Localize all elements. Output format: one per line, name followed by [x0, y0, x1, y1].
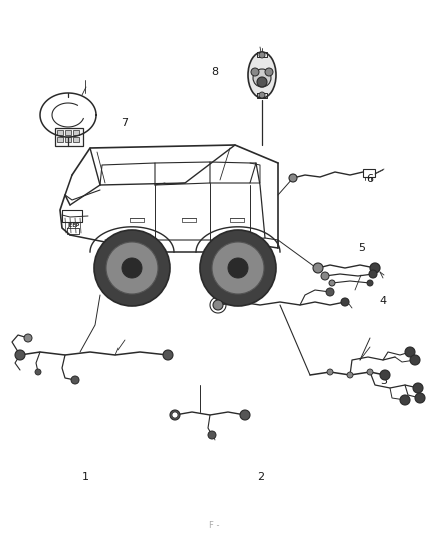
Text: 4: 4: [380, 296, 387, 306]
Circle shape: [326, 288, 334, 296]
Bar: [65, 137, 71, 142]
Circle shape: [405, 347, 415, 357]
Circle shape: [170, 410, 180, 420]
Text: 3: 3: [380, 376, 387, 386]
Circle shape: [106, 242, 158, 294]
Circle shape: [369, 270, 377, 278]
Circle shape: [212, 242, 264, 294]
Circle shape: [213, 300, 223, 310]
Circle shape: [200, 230, 276, 306]
Circle shape: [208, 431, 216, 439]
Circle shape: [265, 68, 273, 76]
Bar: [65, 130, 71, 135]
Bar: [73, 130, 79, 135]
Text: 8: 8: [211, 67, 218, 77]
Circle shape: [94, 230, 170, 306]
Circle shape: [367, 369, 373, 375]
Circle shape: [259, 52, 265, 58]
Bar: [363, 169, 375, 177]
Circle shape: [327, 369, 333, 375]
Text: 6: 6: [367, 174, 374, 183]
Text: 5: 5: [358, 243, 365, 253]
Circle shape: [410, 355, 420, 365]
Circle shape: [341, 298, 349, 306]
Circle shape: [122, 258, 142, 278]
Ellipse shape: [253, 69, 271, 87]
Bar: [55, 128, 83, 146]
Circle shape: [71, 376, 79, 384]
Text: 1: 1: [82, 472, 89, 482]
Circle shape: [289, 174, 297, 182]
Circle shape: [313, 263, 323, 273]
Circle shape: [35, 369, 41, 375]
Circle shape: [400, 395, 410, 405]
Text: JEEP: JEEP: [67, 223, 79, 229]
Circle shape: [240, 410, 250, 420]
Circle shape: [329, 280, 335, 286]
Text: 7: 7: [121, 118, 128, 127]
Circle shape: [257, 77, 267, 87]
Circle shape: [24, 334, 32, 342]
Circle shape: [163, 350, 173, 360]
Circle shape: [172, 412, 178, 418]
Circle shape: [347, 372, 353, 378]
Ellipse shape: [248, 52, 276, 98]
Circle shape: [413, 383, 423, 393]
Circle shape: [15, 350, 25, 360]
Circle shape: [367, 280, 373, 286]
Bar: [57, 130, 63, 135]
Circle shape: [251, 68, 259, 76]
Circle shape: [259, 92, 265, 98]
Circle shape: [228, 258, 248, 278]
Circle shape: [415, 393, 425, 403]
Circle shape: [380, 370, 390, 380]
Circle shape: [321, 272, 329, 280]
Text: 2: 2: [257, 472, 264, 482]
Bar: [73, 137, 79, 142]
Circle shape: [370, 263, 380, 273]
Text: F -: F -: [209, 521, 220, 530]
Bar: [57, 137, 63, 142]
